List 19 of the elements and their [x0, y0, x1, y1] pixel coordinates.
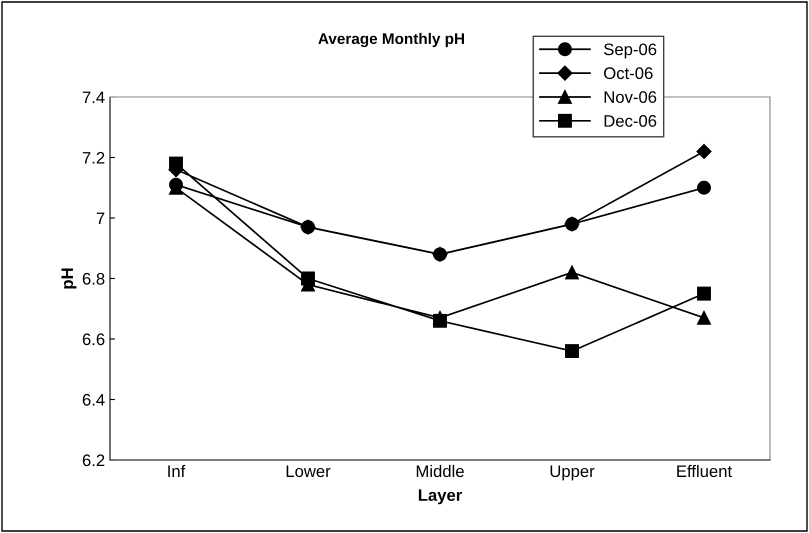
- chart-title: Average Monthly pH: [318, 32, 464, 48]
- y-tick-label: 6.4: [82, 394, 105, 406]
- x-axis-title: Layer: [418, 489, 462, 504]
- y-axis-title: pH: [61, 268, 76, 289]
- legend-label: Oct-06: [604, 67, 653, 80]
- y-tick-label: 7: [96, 212, 104, 224]
- y-tick-label: 7.2: [82, 152, 104, 164]
- y-tick-label: 6.8: [82, 272, 104, 285]
- x-tick-label: Effluent: [677, 464, 732, 478]
- legend-label: Nov-06: [604, 91, 656, 103]
- y-tick-label: 6.2: [82, 454, 104, 466]
- x-tick-label: Lower: [286, 465, 330, 478]
- y-tick-label: 6.6: [82, 333, 104, 346]
- legend-label: Sep-06: [604, 43, 656, 59]
- x-tick-label: Middle: [416, 464, 464, 478]
- y-tick-label: 7.4: [82, 92, 105, 104]
- x-tick-label: Inf: [168, 464, 186, 477]
- legend-label: Dec-06: [604, 115, 656, 127]
- x-tick-label: Upper: [550, 465, 594, 480]
